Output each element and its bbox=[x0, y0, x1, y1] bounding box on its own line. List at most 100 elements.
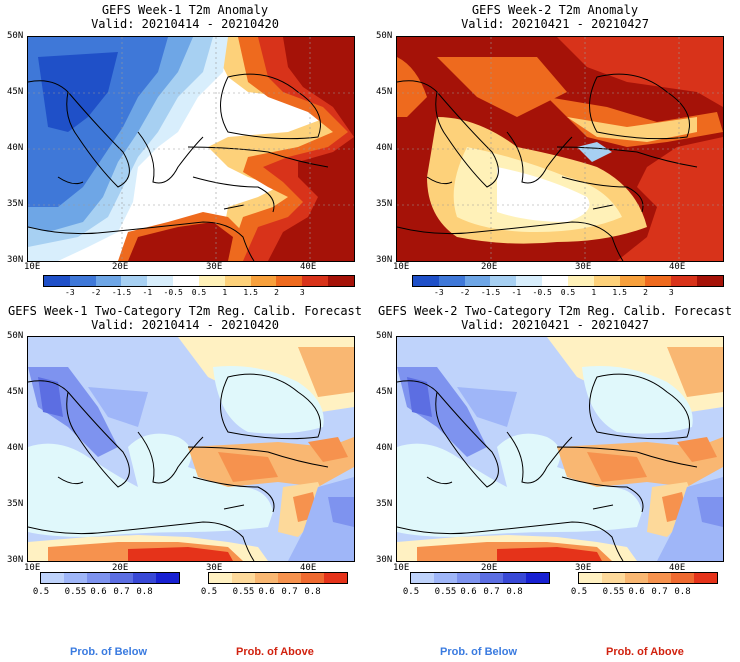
colorbar-swatch bbox=[156, 573, 179, 583]
lon-label: 40E bbox=[300, 262, 317, 272]
lat-label: 45N bbox=[376, 387, 393, 397]
panel-title: GEFS Week-2 T2m Anomaly bbox=[471, 3, 639, 17]
colorbar-swatch bbox=[64, 573, 87, 583]
legend-prob-above: Prob. of Above bbox=[236, 646, 314, 658]
colorbar-swatch bbox=[602, 573, 625, 583]
colorbar-swatch bbox=[697, 276, 723, 286]
lon-label: 10E bbox=[393, 563, 410, 573]
colorbar-swatch bbox=[480, 573, 503, 583]
lat-label: 45N bbox=[7, 87, 24, 97]
colorbar-swatch bbox=[276, 276, 303, 286]
panel-subtitle: Valid: 20210414 - 20210420 bbox=[91, 318, 279, 332]
colorbar-label: 1 bbox=[591, 288, 597, 297]
colorbar-label: -3 bbox=[65, 288, 75, 297]
colorbar-label: 0.5 bbox=[200, 587, 218, 597]
lon-label: 10E bbox=[393, 262, 410, 272]
colorbar-label: 1 bbox=[222, 288, 228, 297]
lat-label: 30N bbox=[7, 555, 24, 565]
colorbar-label: 2 bbox=[274, 288, 279, 297]
colorbar-label: -2 bbox=[90, 288, 101, 297]
panel-week1-anomaly: GEFS Week-1 T2m Anomaly Valid: 20210414 … bbox=[0, 0, 370, 300]
lat-label: 50N bbox=[7, 31, 24, 41]
below-colorbar bbox=[410, 572, 550, 584]
colorbar-label: 0.7 bbox=[483, 587, 500, 597]
colorbar-swatch bbox=[278, 573, 301, 583]
panel-subtitle: Valid: 20210421 - 20210427 bbox=[461, 17, 649, 31]
lon-label: 20E bbox=[481, 262, 498, 272]
colorbar-label: -3 bbox=[434, 288, 444, 297]
lat-label: 30N bbox=[376, 555, 393, 565]
lon-label: 20E bbox=[112, 262, 129, 272]
colorbar-label: 0.5 bbox=[560, 288, 576, 297]
colorbar-label: 0.8 bbox=[136, 587, 153, 597]
colorbar-swatch bbox=[110, 573, 133, 583]
lat-label: 35N bbox=[376, 499, 393, 509]
legend-prob-below: Prob. of Below bbox=[440, 646, 517, 658]
colorbar-label: 0.6 bbox=[628, 587, 645, 597]
colorbar-label: 0.8 bbox=[674, 587, 691, 597]
panel-subtitle: Valid: 20210421 - 20210427 bbox=[461, 318, 649, 332]
lon-label: 30E bbox=[575, 563, 592, 573]
colorbar-swatch bbox=[503, 573, 526, 583]
lon-label: 20E bbox=[112, 563, 129, 573]
colorbar-swatch bbox=[516, 276, 543, 286]
colorbar-label: 0.55 bbox=[434, 587, 457, 597]
colorbar-label: -1 bbox=[511, 288, 522, 297]
colorbar-swatch bbox=[593, 276, 620, 286]
colorbar-label: -0.5 bbox=[163, 288, 183, 297]
lon-label: 30E bbox=[575, 262, 592, 272]
colorbar-swatch bbox=[173, 276, 199, 286]
colorbar-label: 0.8 bbox=[506, 587, 523, 597]
panel-title: GEFS Week-2 Two-Category T2m Reg. Calib.… bbox=[377, 304, 732, 318]
colorbar-label: 0.6 bbox=[460, 587, 477, 597]
colorbar-label: 1.5 bbox=[243, 288, 258, 297]
colorbar-swatch bbox=[224, 276, 251, 286]
lon-label: 30E bbox=[206, 563, 223, 573]
colorbar-label: -1.5 bbox=[111, 288, 132, 297]
colorbar-label: 0.7 bbox=[113, 587, 130, 597]
colorbar-label: 0.55 bbox=[64, 587, 87, 597]
lat-label: 45N bbox=[376, 87, 393, 97]
lon-label: 10E bbox=[24, 563, 41, 573]
lat-label: 50N bbox=[7, 331, 24, 341]
colorbar-swatch bbox=[87, 573, 110, 583]
colorbar-label: -1 bbox=[142, 288, 153, 297]
colorbar-swatch bbox=[44, 276, 70, 286]
lon-label: 40E bbox=[300, 563, 317, 573]
colorbar-label: 0.7 bbox=[651, 587, 668, 597]
colorbar-swatch bbox=[579, 573, 602, 583]
colorbar-swatch bbox=[41, 573, 64, 583]
colorbar-label: 0.6 bbox=[258, 587, 275, 597]
lat-label: 40N bbox=[376, 143, 393, 153]
colorbar-label: 0.55 bbox=[602, 587, 625, 597]
colorbar-label: 0.55 bbox=[232, 587, 255, 597]
lon-label: 40E bbox=[669, 563, 686, 573]
lat-label: 40N bbox=[7, 443, 24, 453]
panel-subtitle: Valid: 20210414 - 20210420 bbox=[91, 17, 279, 31]
panel-title: GEFS Week-1 Two-Category T2m Reg. Calib.… bbox=[7, 304, 362, 318]
panel-title: GEFS Week-1 T2m Anomaly bbox=[101, 3, 269, 17]
colorbar-swatch bbox=[133, 573, 156, 583]
above-colorbar bbox=[578, 572, 718, 584]
colorbar-label: 0.8 bbox=[304, 587, 321, 597]
colorbar-swatch bbox=[232, 573, 255, 583]
colorbar-swatch bbox=[328, 276, 354, 286]
anomaly-colorbar bbox=[412, 275, 724, 287]
colorbar-label: 3 bbox=[668, 288, 674, 297]
anomaly-colorbar bbox=[43, 275, 355, 287]
map-week2-anomaly bbox=[396, 36, 724, 262]
colorbar-swatch bbox=[648, 573, 671, 583]
lon-label: 30E bbox=[206, 262, 223, 272]
colorbar-swatch bbox=[694, 573, 717, 583]
colorbar-label: -2 bbox=[459, 288, 470, 297]
colorbar-swatch bbox=[671, 276, 698, 286]
colorbar-swatch bbox=[619, 276, 646, 286]
colorbar-swatch bbox=[301, 573, 324, 583]
map-week2-probability bbox=[396, 336, 724, 562]
legend-prob-below: Prob. of Below bbox=[70, 646, 147, 658]
colorbar-label: 0.7 bbox=[281, 587, 298, 597]
colorbar-label: 0.5 bbox=[570, 587, 588, 597]
colorbar-label: 2 bbox=[643, 288, 648, 297]
colorbar-swatch bbox=[255, 573, 278, 583]
lat-label: 35N bbox=[376, 199, 393, 209]
